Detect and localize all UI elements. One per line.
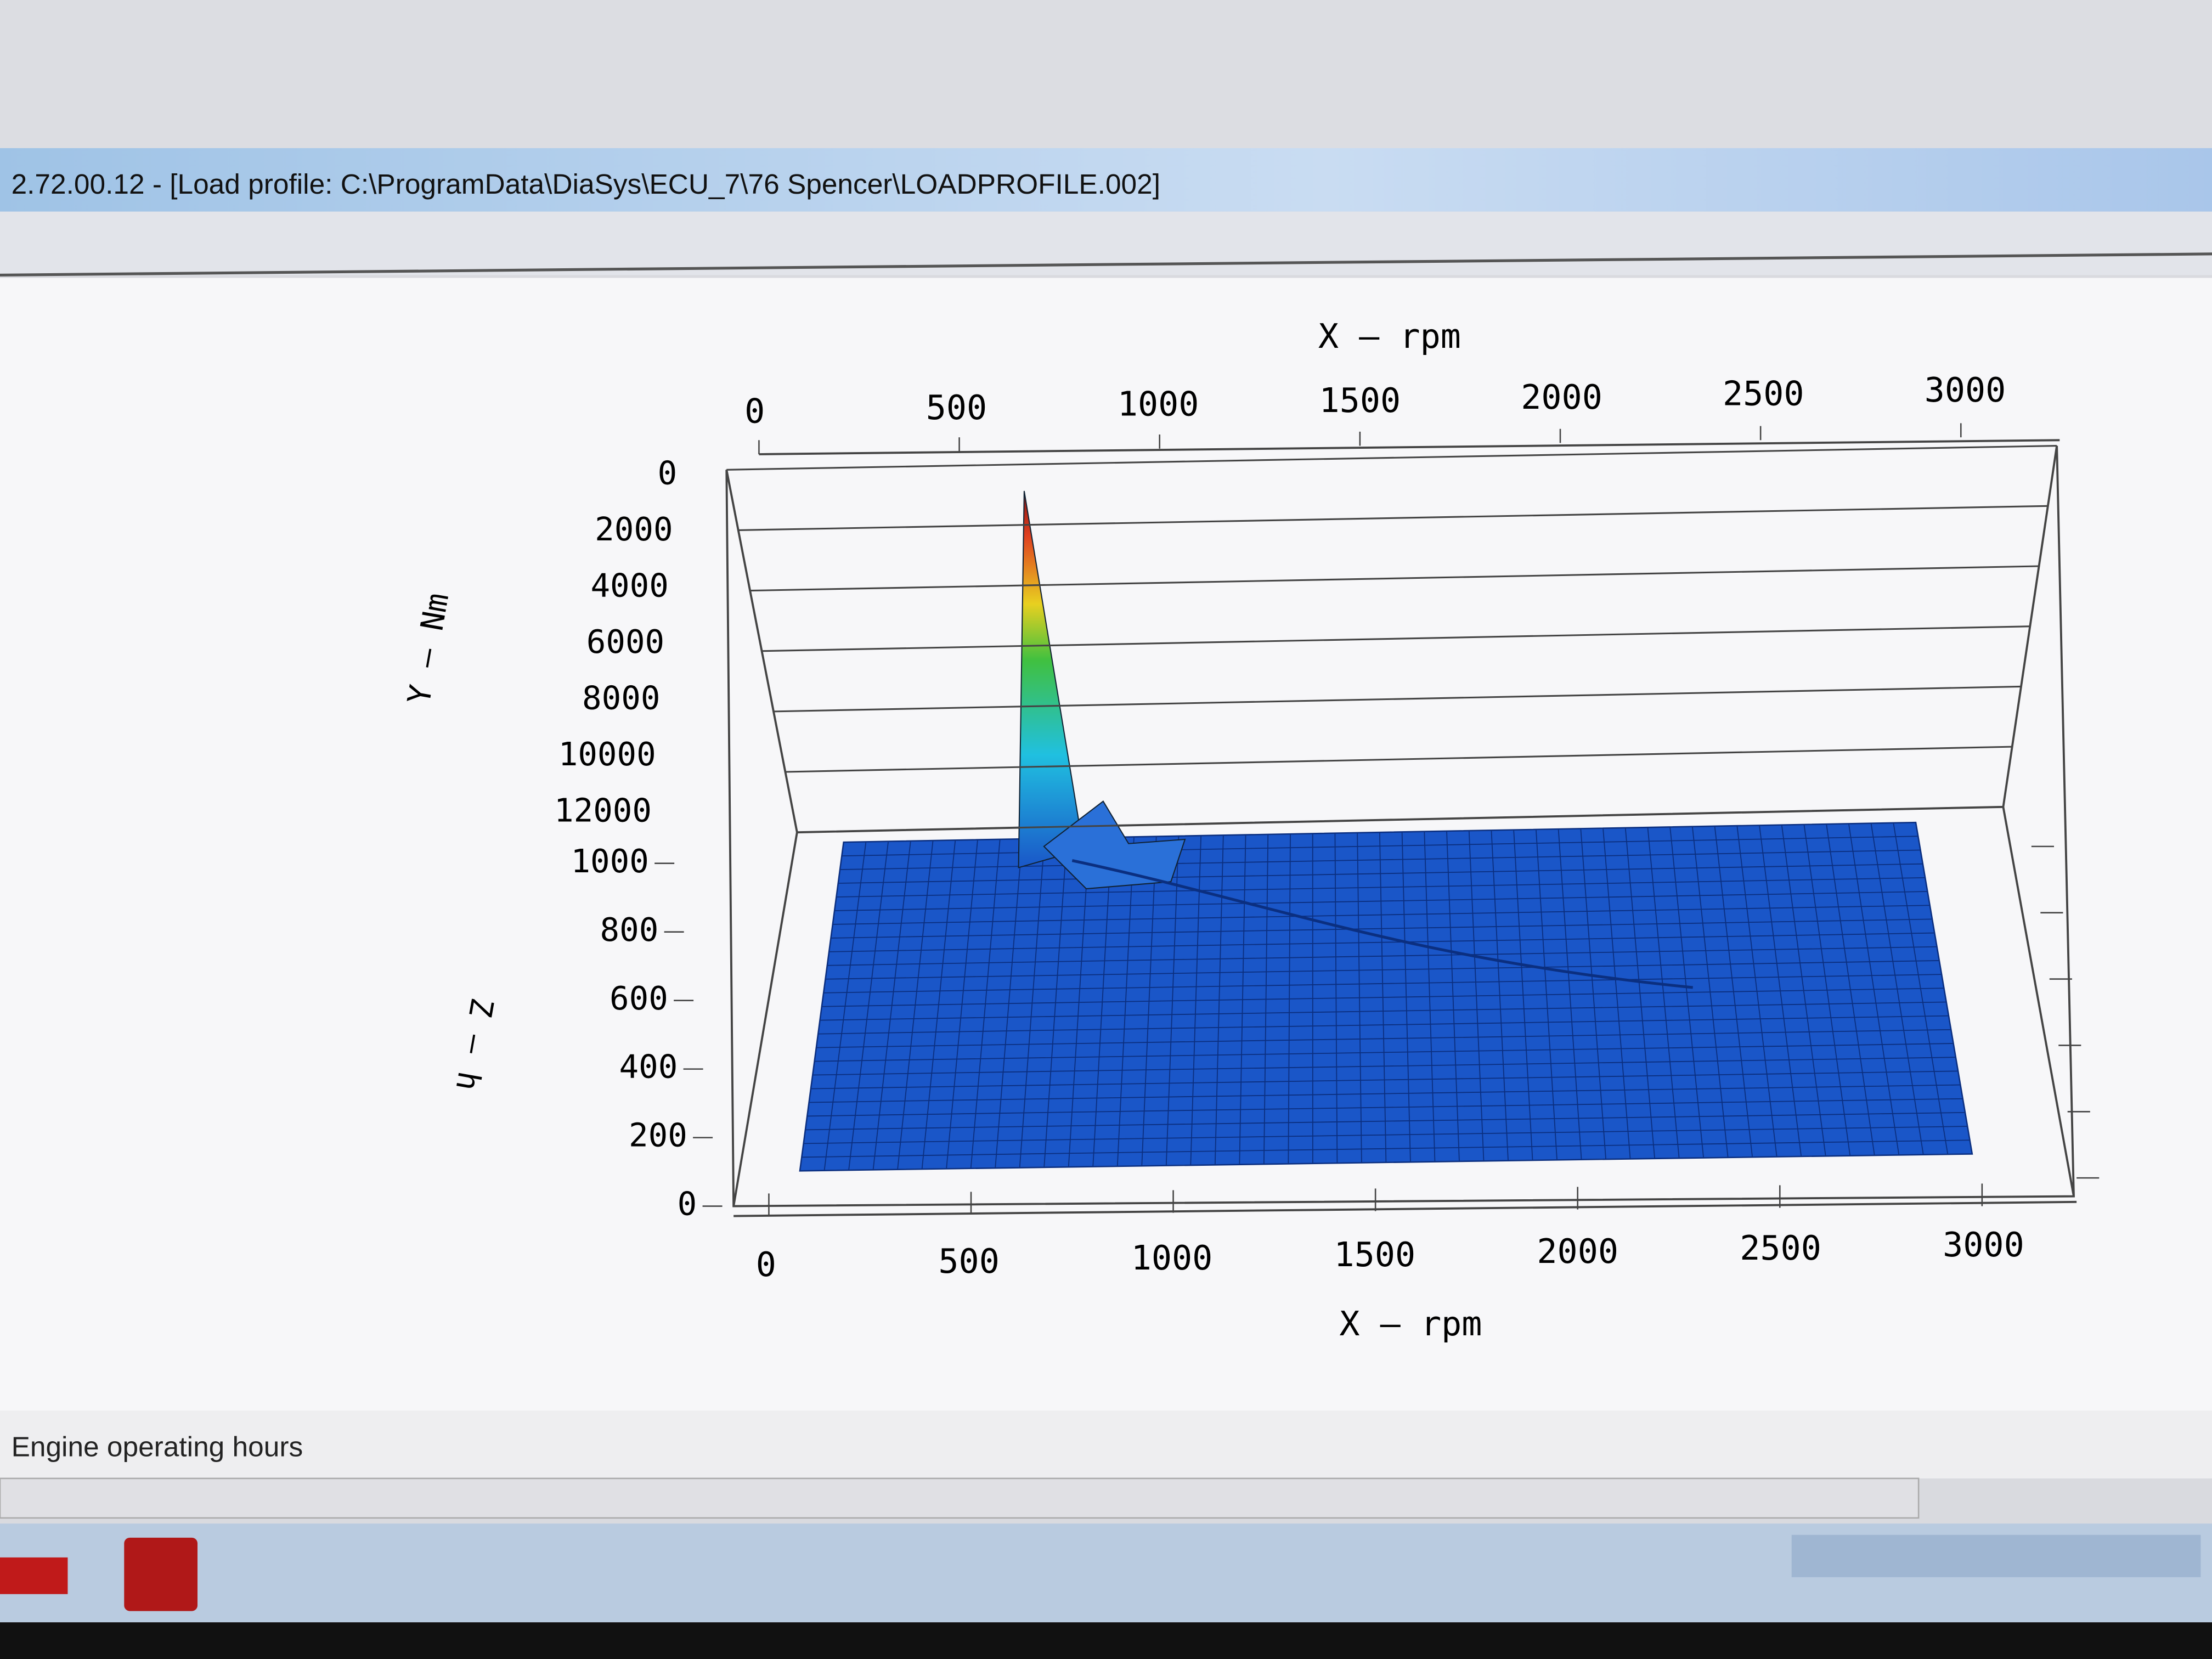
x-tick-label: 500	[926, 388, 987, 427]
x-tick-label: 1500	[1334, 1235, 1416, 1274]
mesh-line	[810, 1070, 1959, 1090]
mesh-line	[820, 1001, 1946, 1021]
x-tick-label: 2000	[1521, 377, 1602, 417]
x-tick-label: 1500	[1319, 381, 1401, 420]
window-title: 2.72.00.12 - [Load profile: C:\ProgramDa…	[12, 168, 1160, 200]
y-tick-label: 0	[658, 454, 678, 492]
grid-line	[738, 505, 2048, 531]
pdf-icon[interactable]	[124, 1537, 198, 1611]
x-tick-label: 1000	[1118, 385, 1199, 424]
grid-line	[761, 625, 2030, 652]
z-tick-label: 0	[678, 1185, 697, 1223]
mesh-line	[812, 1057, 1956, 1076]
mesh-line	[834, 891, 1928, 911]
floor-edge	[2002, 806, 2075, 1197]
x-axis-title: X – rpm	[1339, 1304, 1482, 1344]
y-tick-label: 4000	[590, 567, 668, 605]
mesh-line	[825, 960, 1939, 980]
mesh-line	[821, 988, 1944, 1007]
surface-ridge	[1071, 859, 1693, 989]
mesh-line	[832, 905, 1930, 925]
z-tick-label: 1000	[571, 842, 648, 880]
tray	[1791, 1534, 2201, 1577]
x-tick-label: 0	[756, 1245, 776, 1284]
surface-ridge	[1043, 800, 1186, 890]
status-text: Engine operating hours	[12, 1430, 303, 1462]
mesh-line	[803, 1126, 1968, 1144]
mesh-line	[807, 1098, 1963, 1117]
bezel	[0, 0, 2212, 155]
x-tick-label: 0	[744, 392, 765, 431]
mesh-line	[802, 1139, 1970, 1158]
screen-edge	[0, 1622, 2212, 1659]
x-tick-label: 2500	[1723, 374, 1804, 413]
y-tick-label: 10000	[558, 735, 656, 773]
x-tick-label: 1000	[1131, 1238, 1213, 1278]
mesh-line	[838, 863, 1923, 884]
mesh-line	[831, 918, 1933, 939]
status-bar	[0, 1410, 2212, 1479]
mesh-line	[816, 1029, 1951, 1048]
z-tick-label: 400	[619, 1048, 678, 1086]
y-tick-label: 2000	[595, 510, 673, 548]
side-walls	[725, 445, 2075, 1207]
z-tick-label: 800	[600, 911, 659, 949]
y-tick-label: 6000	[586, 623, 664, 661]
top-axis	[759, 439, 2060, 455]
bottom-axis	[733, 1200, 2077, 1217]
title-bar	[0, 148, 2212, 212]
mesh-line	[809, 1084, 1961, 1103]
z-tick-label: 600	[610, 979, 668, 1017]
grid-line	[750, 565, 2039, 592]
x-tick-label: 3000	[1925, 370, 2006, 410]
x-tick-label: 500	[938, 1242, 999, 1281]
scrollbar[interactable]	[0, 1477, 1920, 1519]
grid-line	[726, 445, 2057, 471]
y-tick-label: 12000	[554, 791, 652, 829]
grid-line	[773, 685, 2022, 713]
grid-line	[785, 746, 2012, 773]
surface-mesh	[802, 822, 1970, 1171]
app-icon[interactable]	[0, 1557, 68, 1594]
mesh-line	[823, 974, 1942, 994]
separator	[0, 252, 2212, 276]
mesh-line	[818, 1015, 1949, 1035]
y-tick-label: 8000	[582, 679, 660, 716]
floor-edge	[732, 832, 798, 1206]
mesh-line	[829, 932, 1935, 952]
grid-line	[797, 806, 2004, 833]
mesh-line	[827, 946, 1937, 966]
z-tick-label: 200	[629, 1116, 687, 1154]
mesh-line	[836, 877, 1926, 898]
x-tick-label: 2500	[1740, 1228, 1821, 1268]
mesh-line	[805, 1111, 1966, 1131]
x-tick-label: 2000	[1537, 1232, 1618, 1271]
x-axis-title: X – rpm	[1318, 317, 1461, 356]
x-tick-label: 3000	[1943, 1225, 2024, 1265]
mesh-line	[814, 1043, 1954, 1062]
